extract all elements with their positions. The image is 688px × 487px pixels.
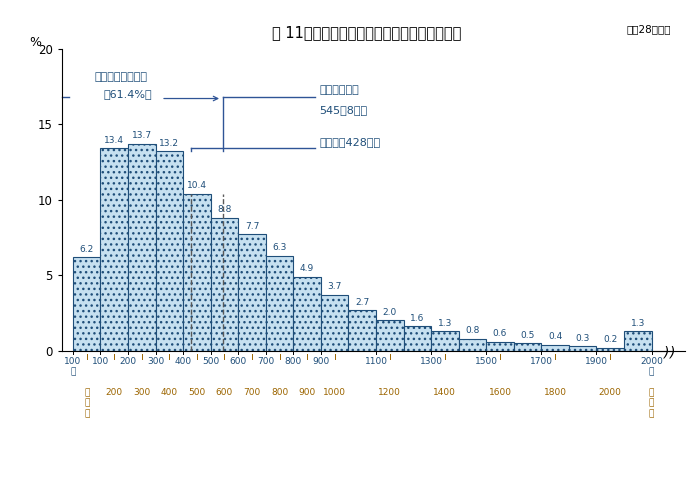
Text: 0.5: 0.5 — [520, 331, 535, 340]
Text: 0.8: 0.8 — [465, 326, 480, 335]
Bar — [624, 331, 652, 351]
Text: 900: 900 — [299, 389, 316, 397]
Bar — [238, 234, 266, 351]
Bar — [486, 341, 514, 351]
Text: 1200: 1200 — [378, 389, 401, 397]
Text: 900: 900 — [312, 356, 330, 366]
Text: 100: 100 — [92, 356, 109, 366]
Bar — [266, 256, 293, 351]
Text: 0.2: 0.2 — [603, 335, 617, 344]
Y-axis label: %: % — [29, 36, 41, 49]
Text: 200: 200 — [106, 389, 123, 397]
Text: 4.9: 4.9 — [300, 264, 314, 273]
Text: 600: 600 — [230, 356, 247, 366]
Text: 1700: 1700 — [530, 356, 553, 366]
Text: 1800: 1800 — [544, 389, 567, 397]
Bar — [404, 326, 431, 351]
Text: ): ) — [664, 345, 669, 359]
Bar — [459, 338, 486, 351]
Text: 平成28年調査: 平成28年調査 — [626, 24, 671, 35]
Bar — [514, 343, 541, 351]
Text: 1.3: 1.3 — [438, 318, 452, 328]
Text: 6.3: 6.3 — [272, 243, 287, 252]
Text: 13.7: 13.7 — [132, 131, 152, 140]
Bar — [128, 144, 155, 351]
Text: 1300: 1300 — [420, 356, 442, 366]
Text: 7.7: 7.7 — [245, 222, 259, 231]
Text: 400: 400 — [175, 356, 192, 366]
Text: 800: 800 — [271, 389, 288, 397]
Text: 3.7: 3.7 — [327, 282, 342, 291]
Text: 8.8: 8.8 — [217, 206, 232, 214]
Text: 0.6: 0.6 — [493, 329, 507, 338]
Text: 13.2: 13.2 — [160, 139, 180, 148]
Title: 図 11　所得金額階級別世帯数の相対度数分布: 図 11 所得金額階級別世帯数の相対度数分布 — [272, 26, 461, 40]
Text: 1600: 1600 — [488, 389, 511, 397]
Text: 1400: 1400 — [433, 389, 456, 397]
Text: 300: 300 — [133, 389, 151, 397]
Text: 1000: 1000 — [323, 389, 346, 397]
Text: 1100: 1100 — [365, 356, 387, 366]
Bar — [293, 277, 321, 351]
Text: 400: 400 — [161, 389, 178, 397]
Text: ): ) — [669, 345, 675, 359]
Text: 円
以
上: 円 以 上 — [649, 389, 654, 418]
Bar — [376, 320, 404, 351]
Text: 700: 700 — [244, 389, 261, 397]
Text: 1500: 1500 — [475, 356, 497, 366]
Text: 1900: 1900 — [585, 356, 608, 366]
Text: 13.4: 13.4 — [105, 136, 125, 145]
Text: 10.4: 10.4 — [187, 181, 207, 190]
Bar — [73, 257, 100, 351]
Text: 0.3: 0.3 — [575, 334, 590, 343]
Bar — [155, 151, 183, 351]
Text: 2.7: 2.7 — [355, 298, 369, 306]
Text: 545万8千円: 545万8千円 — [319, 105, 367, 115]
Text: （61.4%）: （61.4%） — [103, 89, 152, 98]
Text: 2000
万: 2000 万 — [640, 356, 663, 376]
Bar — [596, 348, 624, 351]
Text: 300: 300 — [147, 356, 164, 366]
Text: 600: 600 — [216, 389, 233, 397]
Text: 0.4: 0.4 — [548, 332, 562, 341]
Text: 円
未
満: 円 未 満 — [84, 389, 89, 418]
Bar — [348, 310, 376, 351]
Text: 6.2: 6.2 — [80, 244, 94, 254]
Text: 中央値　428万円: 中央値 428万円 — [319, 137, 380, 147]
Text: 2.0: 2.0 — [383, 308, 397, 317]
Text: 700: 700 — [257, 356, 275, 366]
Text: 2000: 2000 — [599, 389, 622, 397]
Bar — [211, 218, 238, 351]
Text: 500: 500 — [202, 356, 219, 366]
Text: 800: 800 — [285, 356, 302, 366]
Text: 平均所得金額: 平均所得金額 — [319, 86, 359, 95]
Text: 200: 200 — [120, 356, 137, 366]
Bar — [100, 149, 128, 351]
Text: 100
万: 100 万 — [64, 356, 82, 376]
Bar — [541, 345, 569, 351]
Bar — [569, 346, 596, 351]
Text: 500: 500 — [189, 389, 206, 397]
Text: 平均所得金額以下: 平均所得金額以下 — [95, 72, 148, 82]
Bar — [183, 194, 211, 351]
Bar — [431, 331, 459, 351]
Text: 1.3: 1.3 — [630, 318, 645, 328]
Text: 1.6: 1.6 — [410, 314, 424, 323]
Bar — [321, 295, 348, 351]
